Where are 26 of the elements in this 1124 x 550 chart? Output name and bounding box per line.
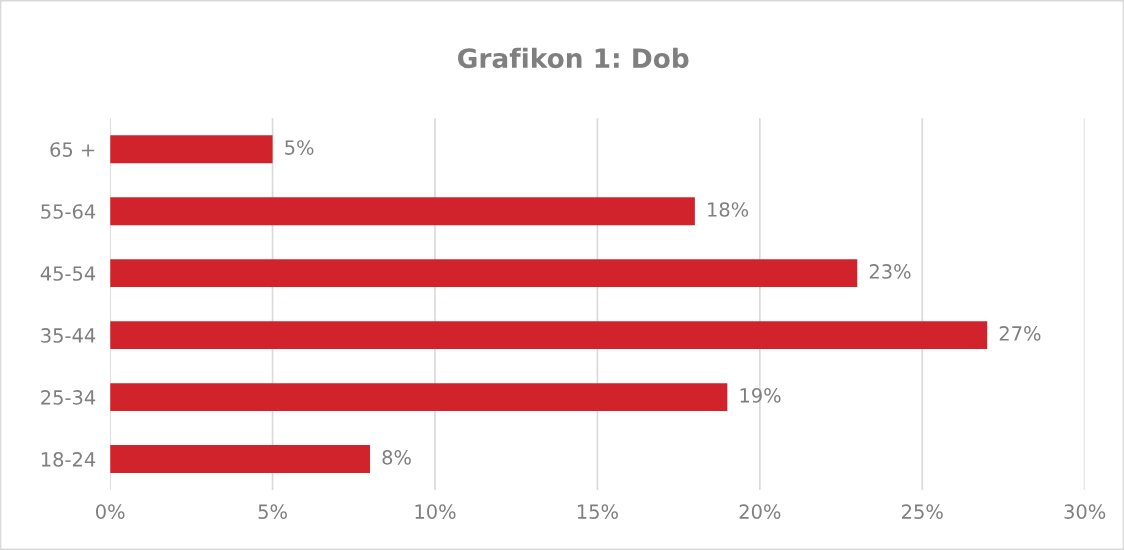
chart-title: Grafikon 1: Dob bbox=[458, 47, 689, 69]
x-tick-label: 5% bbox=[258, 504, 287, 519]
bar bbox=[110, 197, 695, 226]
x-tick-label: 10% bbox=[415, 504, 456, 519]
y-tick-label: 55-64 bbox=[41, 204, 96, 219]
x-tick-label: 15% bbox=[577, 504, 618, 519]
data-label: 23% bbox=[869, 264, 911, 279]
data-label: 8% bbox=[382, 450, 411, 465]
data-label: 18% bbox=[708, 202, 749, 217]
x-tick-label: 25% bbox=[902, 504, 943, 519]
y-tick-label: 25-34 bbox=[41, 390, 96, 405]
y-tick-label: 65 + bbox=[50, 142, 95, 157]
data-label: 27% bbox=[999, 326, 1041, 341]
y-tick-label: 18-24 bbox=[41, 452, 96, 467]
data-label: 5% bbox=[285, 140, 314, 155]
bar bbox=[110, 321, 988, 350]
bar bbox=[110, 259, 858, 288]
y-tick-label: 35-44 bbox=[41, 328, 96, 343]
data-label: 19% bbox=[740, 388, 781, 403]
bar bbox=[110, 445, 371, 474]
x-tick-label: 20% bbox=[739, 504, 781, 519]
bar bbox=[110, 135, 273, 164]
y-tick-label: 45-54 bbox=[40, 266, 96, 281]
x-tick-label: 30% bbox=[1064, 504, 1106, 519]
bar bbox=[110, 383, 728, 412]
x-tick-label: 0% bbox=[96, 504, 125, 519]
